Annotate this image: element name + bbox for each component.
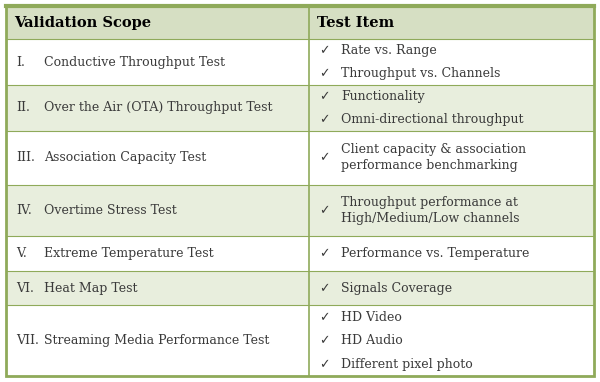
Text: Different pixel photo: Different pixel photo xyxy=(341,358,473,371)
Text: Streaming Media Performance Test: Streaming Media Performance Test xyxy=(44,334,269,347)
Text: ✓: ✓ xyxy=(319,113,329,126)
Text: Omni-directional throughput: Omni-directional throughput xyxy=(341,113,523,126)
Text: VI.: VI. xyxy=(16,282,34,295)
Text: Heat Map Test: Heat Map Test xyxy=(44,282,137,295)
Text: VII.: VII. xyxy=(16,334,39,347)
Bar xyxy=(6,185,594,236)
Text: Client capacity & association
performance benchmarking: Client capacity & association performanc… xyxy=(341,143,526,172)
Text: Overtime Stress Test: Overtime Stress Test xyxy=(44,204,177,217)
Text: Test Item: Test Item xyxy=(317,16,394,30)
Text: V.: V. xyxy=(16,247,27,260)
Text: Rate vs. Range: Rate vs. Range xyxy=(341,44,437,57)
Text: Performance vs. Temperature: Performance vs. Temperature xyxy=(341,247,529,260)
Text: ✓: ✓ xyxy=(319,247,329,260)
Text: Signals Coverage: Signals Coverage xyxy=(341,282,452,295)
Text: Throughput performance at
High/Medium/Low channels: Throughput performance at High/Medium/Lo… xyxy=(341,196,520,225)
Text: Throughput vs. Channels: Throughput vs. Channels xyxy=(341,67,500,80)
Text: III.: III. xyxy=(16,151,35,164)
Text: Association Capacity Test: Association Capacity Test xyxy=(44,151,206,164)
Text: Extreme Temperature Test: Extreme Temperature Test xyxy=(44,247,214,260)
Text: Validation Scope: Validation Scope xyxy=(14,16,151,30)
Text: IV.: IV. xyxy=(16,204,32,217)
Text: Conductive Throughput Test: Conductive Throughput Test xyxy=(44,55,225,68)
Bar xyxy=(6,236,594,271)
Bar xyxy=(6,85,594,131)
Text: HD Audio: HD Audio xyxy=(341,334,403,347)
Text: ✓: ✓ xyxy=(319,67,329,80)
Bar xyxy=(6,305,594,376)
Text: ✓: ✓ xyxy=(319,90,329,103)
Text: ✓: ✓ xyxy=(319,204,329,217)
Text: I.: I. xyxy=(16,55,25,68)
Bar xyxy=(6,6,594,39)
Bar xyxy=(6,39,594,85)
Text: ✓: ✓ xyxy=(319,334,329,347)
Bar xyxy=(6,271,594,305)
Text: ✓: ✓ xyxy=(319,282,329,295)
Text: ✓: ✓ xyxy=(319,44,329,57)
Bar xyxy=(6,131,594,185)
Text: ✓: ✓ xyxy=(319,358,329,371)
Text: Functionality: Functionality xyxy=(341,90,425,103)
Text: ✓: ✓ xyxy=(319,151,329,164)
Text: Over the Air (OTA) Throughput Test: Over the Air (OTA) Throughput Test xyxy=(44,101,272,114)
Text: II.: II. xyxy=(16,101,30,114)
Text: HD Video: HD Video xyxy=(341,311,401,324)
Text: ✓: ✓ xyxy=(319,311,329,324)
